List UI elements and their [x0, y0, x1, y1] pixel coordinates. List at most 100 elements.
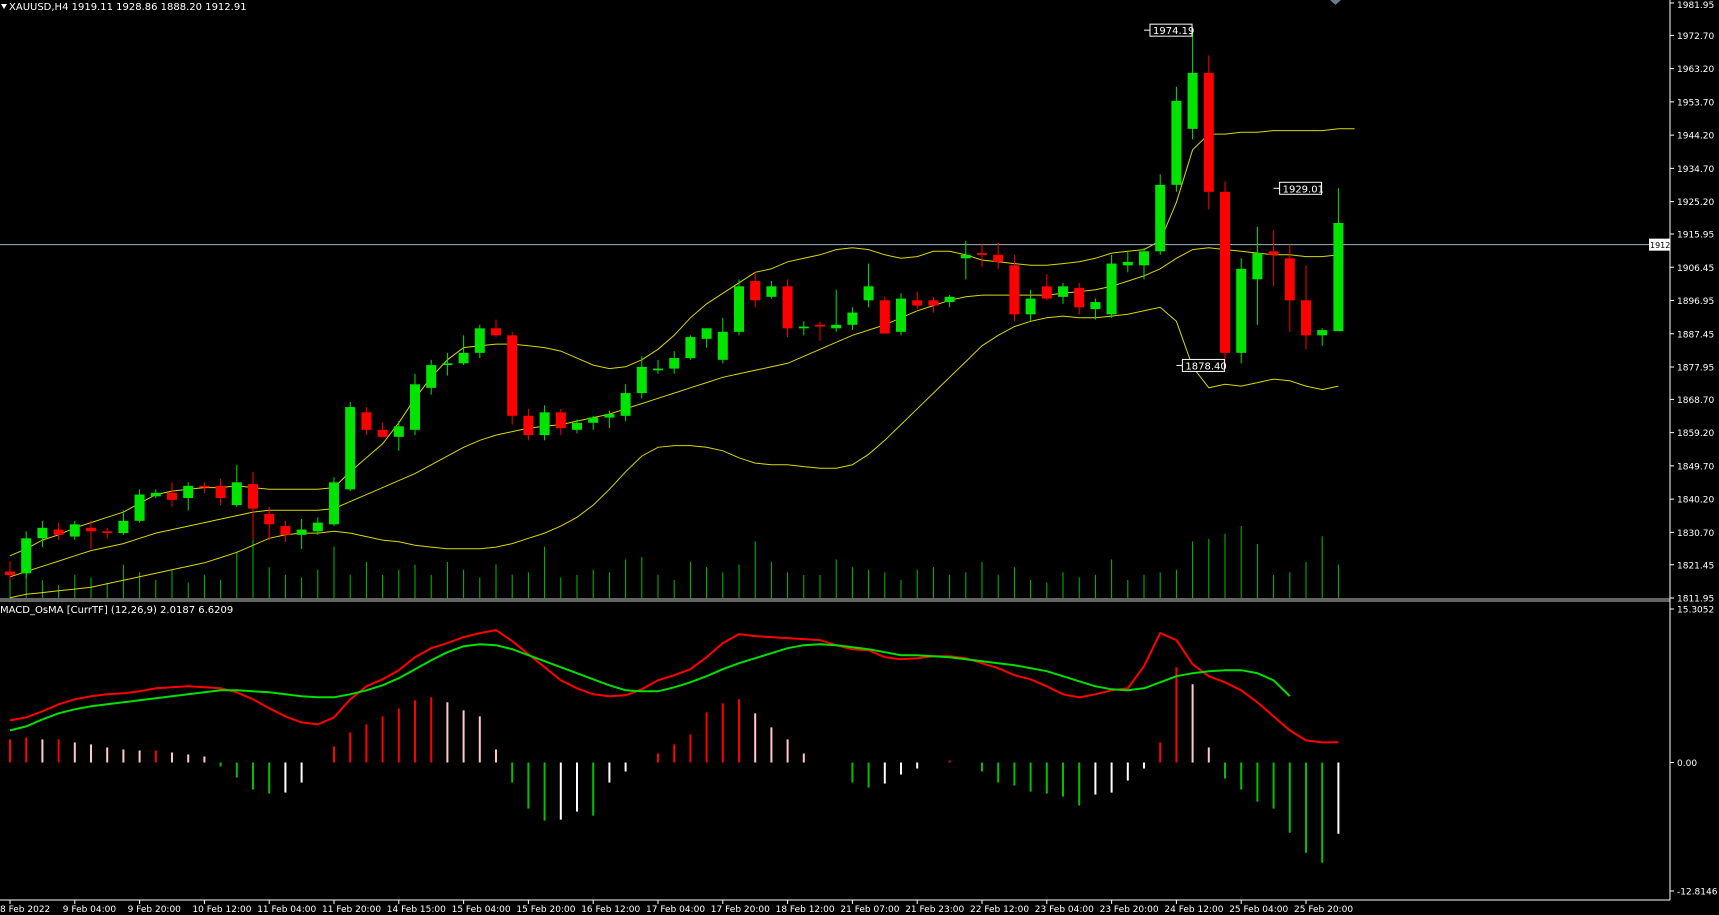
candle[interactable]: [167, 482, 177, 507]
candle-body: [329, 482, 339, 525]
candle[interactable]: [150, 489, 161, 499]
candle[interactable]: [118, 510, 129, 535]
candle[interactable]: [782, 279, 793, 338]
candle[interactable]: [1203, 55, 1214, 210]
candle[interactable]: [248, 471, 258, 541]
candle[interactable]: [1155, 174, 1166, 255]
candle[interactable]: [523, 408, 534, 441]
candle[interactable]: [636, 356, 647, 399]
candle[interactable]: [329, 477, 339, 527]
candle[interactable]: [539, 405, 550, 441]
candle[interactable]: [53, 522, 64, 541]
candle[interactable]: [231, 464, 242, 507]
candle[interactable]: [1252, 226, 1263, 325]
candle[interactable]: [69, 520, 80, 541]
candle[interactable]: [102, 527, 113, 539]
candle[interactable]: [669, 351, 680, 374]
candle[interactable]: [912, 291, 923, 310]
candle[interactable]: [1041, 274, 1052, 301]
candle[interactable]: [944, 295, 955, 308]
candle[interactable]: [1187, 30, 1198, 140]
candle[interactable]: [1090, 298, 1101, 320]
shift-marker-icon[interactable]: [1330, 0, 1341, 5]
candle-body: [636, 366, 647, 394]
candle[interactable]: [604, 410, 615, 429]
candle[interactable]: [1220, 181, 1230, 366]
price-axis[interactable]: 1981.95 1972.70 1963.20 1953.70 1944.20 1934.…: [1649, 1, 1714, 605]
candle[interactable]: [410, 373, 420, 436]
candle[interactable]: [685, 335, 696, 360]
candle[interactable]: [1009, 254, 1020, 322]
candle[interactable]: [879, 296, 890, 334]
candle[interactable]: [345, 401, 356, 492]
candle[interactable]: [1268, 230, 1279, 287]
candle[interactable]: [896, 293, 906, 336]
candle[interactable]: [572, 419, 582, 434]
candle[interactable]: [21, 531, 32, 579]
candle[interactable]: [1074, 282, 1085, 315]
candle[interactable]: [1333, 188, 1344, 332]
candle[interactable]: [1236, 258, 1247, 364]
candle[interactable]: [491, 319, 501, 338]
candle[interactable]: [199, 482, 210, 493]
candle[interactable]: [717, 317, 728, 364]
candle[interactable]: [393, 421, 404, 451]
candle[interactable]: [1317, 328, 1328, 346]
candle[interactable]: [312, 517, 323, 535]
candle[interactable]: [1025, 289, 1036, 322]
candle[interactable]: [555, 408, 566, 436]
candle[interactable]: [928, 296, 939, 313]
candle[interactable]: [377, 422, 388, 437]
candle[interactable]: [653, 359, 663, 374]
candle[interactable]: [507, 331, 518, 425]
candle[interactable]: [134, 489, 145, 523]
time-tick-label: 11 Feb 20:00: [322, 905, 381, 915]
candlesticks[interactable]: [5, 30, 1344, 581]
band-mid: [9, 247, 1339, 578]
candle[interactable]: [264, 506, 275, 541]
time-tick-label: 14 Feb 15:00: [387, 905, 446, 915]
candle[interactable]: [215, 478, 226, 506]
candle[interactable]: [1301, 265, 1311, 350]
candle[interactable]: [1284, 244, 1295, 332]
candle[interactable]: [458, 335, 469, 366]
candle[interactable]: [296, 519, 307, 549]
candle[interactable]: [750, 272, 761, 308]
candle[interactable]: [815, 321, 825, 341]
candle[interactable]: [863, 263, 874, 308]
candle[interactable]: [474, 324, 485, 359]
candle[interactable]: [831, 289, 842, 332]
candle[interactable]: [960, 240, 971, 280]
candle-body: [150, 492, 161, 497]
candle[interactable]: [701, 328, 712, 348]
candle[interactable]: [1171, 86, 1182, 192]
candle[interactable]: [1122, 251, 1133, 273]
candle[interactable]: [426, 359, 437, 395]
macd-header: MACD_OsMA [CurrTF] (12,26,9) 2.0187 6.62…: [0, 605, 233, 616]
price-tick-label: 1925.20: [1677, 198, 1714, 208]
candle[interactable]: [588, 415, 599, 430]
candle[interactable]: [734, 279, 744, 336]
candle[interactable]: [1058, 282, 1068, 304]
candle[interactable]: [847, 307, 858, 331]
candle[interactable]: [1139, 247, 1149, 280]
candle[interactable]: [5, 561, 15, 581]
candle[interactable]: [183, 482, 194, 511]
time-axis[interactable]: 8 Feb 2022 9 Feb 04:00 9 Feb 20:00 10 Feb 1…: [0, 900, 1353, 915]
candle[interactable]: [37, 520, 48, 548]
candle-body: [248, 484, 258, 509]
candle[interactable]: [1106, 254, 1117, 318]
candle[interactable]: [442, 352, 453, 376]
candle[interactable]: [620, 384, 631, 422]
candle[interactable]: [977, 244, 987, 268]
candle[interactable]: [798, 321, 809, 336]
dropdown-triangle-icon[interactable]: [1, 4, 7, 9]
candle[interactable]: [86, 520, 96, 549]
candle[interactable]: [361, 407, 372, 436]
macd-axis[interactable]: 15.3052 0.00 -12.8146: [1670, 606, 1718, 898]
candle[interactable]: [766, 281, 777, 299]
candle[interactable]: [280, 520, 291, 542]
time-tick-label: 22 Feb 12:00: [970, 905, 1029, 915]
candle[interactable]: [993, 242, 1004, 269]
